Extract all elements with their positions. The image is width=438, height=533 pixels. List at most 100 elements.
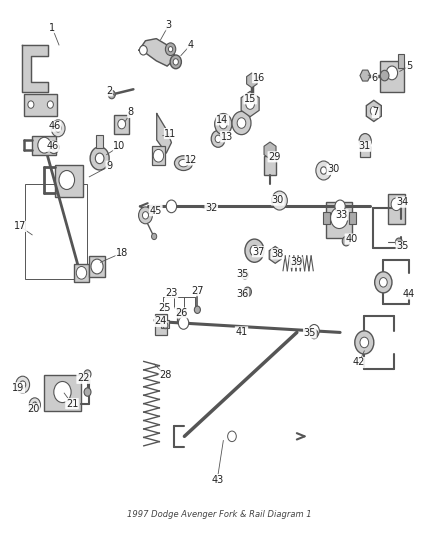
Circle shape xyxy=(153,149,164,162)
Text: 5: 5 xyxy=(406,61,413,71)
Circle shape xyxy=(194,306,201,313)
Circle shape xyxy=(272,191,287,210)
Circle shape xyxy=(59,171,74,190)
Circle shape xyxy=(309,325,319,337)
Text: 2: 2 xyxy=(106,86,112,96)
Circle shape xyxy=(237,118,246,128)
Circle shape xyxy=(55,125,61,132)
Circle shape xyxy=(173,59,178,65)
Circle shape xyxy=(272,251,278,259)
Circle shape xyxy=(52,144,56,150)
Text: 16: 16 xyxy=(253,72,265,83)
Circle shape xyxy=(245,239,264,262)
Circle shape xyxy=(371,107,377,115)
Text: 42: 42 xyxy=(353,358,365,367)
Circle shape xyxy=(241,271,248,279)
Text: 41: 41 xyxy=(235,327,247,337)
Text: 40: 40 xyxy=(345,234,357,244)
Circle shape xyxy=(170,55,181,69)
Bar xyxy=(32,136,56,155)
Circle shape xyxy=(84,370,91,378)
Text: 35: 35 xyxy=(304,328,316,338)
Text: 18: 18 xyxy=(116,248,128,258)
Circle shape xyxy=(91,259,103,274)
Circle shape xyxy=(118,119,126,129)
Text: 37: 37 xyxy=(253,247,265,257)
Text: 1997 Dodge Avenger Fork & Rail Diagram 1: 1997 Dodge Avenger Fork & Rail Diagram 1 xyxy=(127,510,311,519)
Circle shape xyxy=(51,120,65,137)
Circle shape xyxy=(374,272,392,293)
Text: 13: 13 xyxy=(221,132,233,142)
Text: 14: 14 xyxy=(216,115,229,125)
Text: 34: 34 xyxy=(396,197,409,207)
Bar xyxy=(55,165,83,197)
Bar xyxy=(177,309,185,324)
Circle shape xyxy=(32,402,37,407)
Text: 12: 12 xyxy=(185,155,198,165)
Circle shape xyxy=(152,233,157,240)
Circle shape xyxy=(276,197,283,204)
Text: 7: 7 xyxy=(372,108,379,117)
Circle shape xyxy=(38,138,51,153)
Text: 25: 25 xyxy=(158,303,171,313)
Circle shape xyxy=(90,147,109,170)
Text: 39: 39 xyxy=(290,257,302,267)
Circle shape xyxy=(84,388,91,396)
Text: 43: 43 xyxy=(211,474,223,484)
Bar xyxy=(161,320,169,328)
Circle shape xyxy=(29,398,40,411)
Circle shape xyxy=(359,134,371,148)
Text: 26: 26 xyxy=(175,308,187,318)
Circle shape xyxy=(342,237,350,246)
Bar xyxy=(25,184,87,279)
Text: 15: 15 xyxy=(244,94,256,104)
Bar xyxy=(96,135,103,148)
Text: 36: 36 xyxy=(236,289,248,299)
Circle shape xyxy=(166,43,176,55)
Circle shape xyxy=(379,278,387,287)
Circle shape xyxy=(166,200,177,213)
Text: 28: 28 xyxy=(159,370,172,380)
Circle shape xyxy=(244,287,251,296)
Bar xyxy=(388,193,405,224)
Text: 20: 20 xyxy=(27,404,39,414)
Text: 29: 29 xyxy=(268,152,281,162)
Circle shape xyxy=(16,376,30,393)
Bar xyxy=(44,375,81,411)
Text: 19: 19 xyxy=(12,383,25,393)
Ellipse shape xyxy=(174,156,193,171)
Bar xyxy=(152,146,166,165)
Circle shape xyxy=(396,238,403,246)
Circle shape xyxy=(228,431,236,442)
Text: 45: 45 xyxy=(150,206,162,215)
Circle shape xyxy=(380,70,389,81)
Circle shape xyxy=(310,329,318,339)
Circle shape xyxy=(250,245,259,256)
Bar xyxy=(349,212,356,224)
Text: 46: 46 xyxy=(47,141,59,151)
Bar xyxy=(360,146,371,157)
Circle shape xyxy=(49,141,59,154)
Circle shape xyxy=(232,111,251,135)
Circle shape xyxy=(47,101,53,108)
Polygon shape xyxy=(139,39,176,66)
Text: 27: 27 xyxy=(191,286,204,296)
Circle shape xyxy=(76,266,87,279)
Circle shape xyxy=(138,207,152,224)
Text: 32: 32 xyxy=(205,204,217,214)
Text: 30: 30 xyxy=(272,195,284,205)
Circle shape xyxy=(178,317,189,329)
Text: 35: 35 xyxy=(396,241,409,252)
Polygon shape xyxy=(157,114,171,153)
Circle shape xyxy=(139,45,147,55)
Circle shape xyxy=(386,66,398,80)
Circle shape xyxy=(168,46,173,52)
Bar xyxy=(155,314,167,335)
Text: 3: 3 xyxy=(166,20,172,30)
Circle shape xyxy=(316,161,332,180)
Text: 21: 21 xyxy=(66,399,78,409)
Circle shape xyxy=(163,322,168,329)
Text: 10: 10 xyxy=(113,141,126,151)
Bar xyxy=(89,256,105,277)
Circle shape xyxy=(54,382,71,402)
